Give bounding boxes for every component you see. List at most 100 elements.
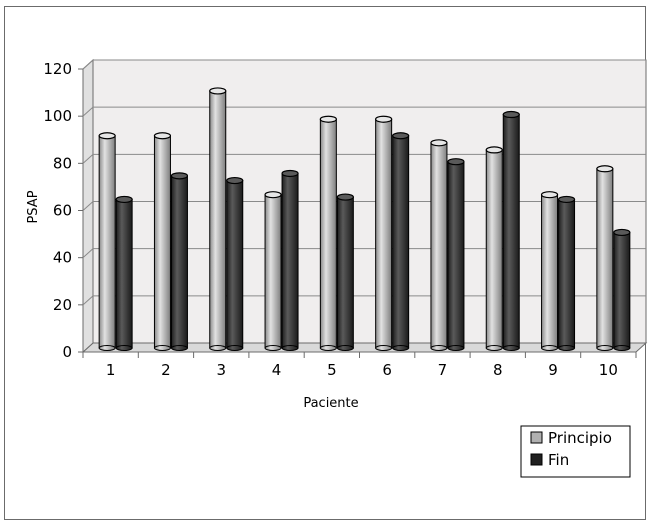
bar-cap xyxy=(98,132,116,140)
bar-cap xyxy=(153,132,172,140)
x-axis-title: Paciente xyxy=(303,396,358,411)
bar-base xyxy=(170,345,188,351)
y-tick-label: 120 xyxy=(43,60,72,78)
y-axis-title: PSAP xyxy=(26,190,41,223)
x-tick-label: 2 xyxy=(161,361,171,379)
x-tick-label: 5 xyxy=(327,361,337,379)
bar-fin-5 xyxy=(336,193,354,351)
bar-body xyxy=(336,196,354,349)
bar-principio-3 xyxy=(209,87,227,351)
bar-cap xyxy=(557,195,576,204)
gridline-depth xyxy=(82,248,94,259)
x-tick-label: 7 xyxy=(438,361,448,379)
legend-label-fin: Fin xyxy=(548,451,569,469)
bar-principio-7 xyxy=(430,139,448,351)
bar-cap xyxy=(375,115,393,123)
legend-swatch-principio xyxy=(530,431,543,444)
legend: Principio Fin xyxy=(520,425,631,478)
bar-fin-4 xyxy=(281,169,299,351)
y-tick-label: 60 xyxy=(53,202,72,220)
bar-principio-4 xyxy=(264,191,282,351)
bar-body xyxy=(541,194,559,349)
bar-body xyxy=(447,161,465,349)
bar-fin-1 xyxy=(115,195,133,351)
bar-cap xyxy=(170,172,189,180)
gridline-depth xyxy=(82,153,94,164)
bar-fin-9 xyxy=(557,195,576,351)
bar-cap xyxy=(209,87,227,95)
bar-base xyxy=(375,345,393,351)
bar-principio-5 xyxy=(319,115,337,351)
bar-body xyxy=(264,194,282,349)
bar-cap xyxy=(613,228,631,237)
bar-body xyxy=(281,172,299,349)
bar-base xyxy=(319,345,337,351)
bar-body xyxy=(226,180,244,349)
bar-base xyxy=(485,345,503,351)
bar-base xyxy=(226,345,244,351)
y-tick-label: 80 xyxy=(53,154,72,172)
bar-cap xyxy=(264,191,282,199)
bar-principio-6 xyxy=(375,115,393,351)
bar-principio-1 xyxy=(98,132,116,351)
bar-body xyxy=(596,168,614,349)
bar-cap xyxy=(430,139,448,147)
bar-fin-6 xyxy=(392,132,410,351)
bar-cap xyxy=(226,176,244,185)
x-tick-label: 1 xyxy=(106,361,116,379)
y-tick-labels: 0 20 40 60 80 100 120 xyxy=(43,60,72,361)
bar-base xyxy=(558,345,576,351)
bar-base xyxy=(281,345,299,351)
bar-body xyxy=(558,198,576,349)
bar-base xyxy=(115,345,133,351)
bar-base xyxy=(541,345,559,351)
bar-cap xyxy=(281,169,299,178)
bar-body xyxy=(375,118,393,349)
bar-body xyxy=(153,135,171,349)
bar-fin-2 xyxy=(170,172,189,351)
gridline-depth xyxy=(82,201,94,211)
bar-base xyxy=(502,345,520,351)
bar-cap xyxy=(447,158,465,166)
bar-body xyxy=(115,198,133,349)
bar-base xyxy=(98,345,116,351)
bar-fin-10 xyxy=(613,228,631,351)
bar-body xyxy=(485,149,503,349)
bar-base xyxy=(209,345,227,351)
bar-cap xyxy=(485,146,503,154)
bar-cap xyxy=(502,110,520,119)
x-tick-label: 8 xyxy=(493,361,503,379)
bar-fin-7 xyxy=(447,158,465,351)
bar-cap xyxy=(596,165,614,173)
bar-body xyxy=(613,231,631,349)
bar-body xyxy=(502,114,520,349)
bar-fin-8 xyxy=(502,110,520,351)
y-tick-label: 100 xyxy=(43,107,72,125)
gridline-depth xyxy=(82,59,94,70)
legend-label-principio: Principio xyxy=(548,429,612,447)
bar-fin-3 xyxy=(226,176,244,351)
bar-base xyxy=(613,345,631,351)
bar-cap xyxy=(540,191,559,199)
bar-cap xyxy=(392,132,410,140)
bar-base xyxy=(430,345,448,351)
bar-principio-10 xyxy=(596,165,614,351)
bar-body xyxy=(209,90,227,349)
bar-principio-8 xyxy=(485,146,503,351)
x-tick-labels: 1 2 3 4 5 6 7 8 9 10 xyxy=(82,352,637,379)
legend-swatch-fin xyxy=(530,453,543,466)
bar-body xyxy=(319,118,337,349)
bar-base xyxy=(153,345,171,351)
bar-body xyxy=(430,142,448,349)
x-tick-label: 10 xyxy=(599,361,618,379)
y-tick-label: 40 xyxy=(53,249,72,267)
bar-base xyxy=(264,345,282,351)
y-tick-label: 0 xyxy=(62,343,72,361)
bar-body xyxy=(392,135,410,349)
bar-cap xyxy=(336,193,354,201)
bar-principio-9 xyxy=(540,191,559,351)
bars xyxy=(98,87,631,351)
x-tick-label: 3 xyxy=(216,361,226,379)
bar-cap xyxy=(115,195,133,204)
